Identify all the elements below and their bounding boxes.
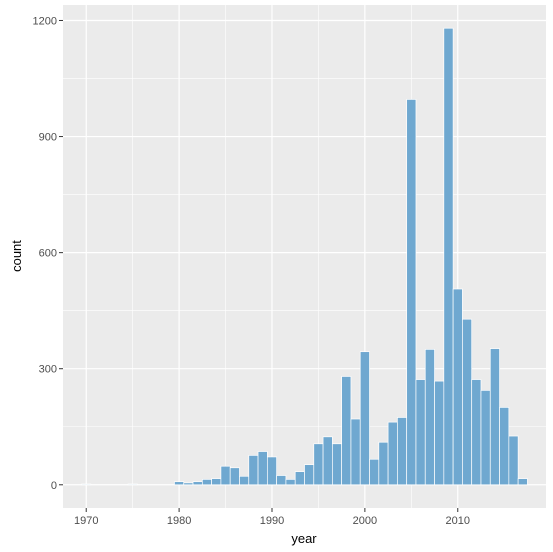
x-axis-title: year [291, 531, 317, 546]
bar-1985 [220, 465, 231, 486]
minor-gridlines [63, 5, 546, 508]
y-tick-label: 900 [39, 132, 57, 144]
bar-1980 [174, 481, 185, 486]
bar-2003 [387, 421, 398, 486]
y-tick-label: 0 [51, 480, 57, 492]
bar-2011 [462, 318, 473, 486]
bar-1991 [276, 475, 287, 486]
bar-1983 [201, 479, 212, 486]
bar-2007 [424, 349, 435, 486]
bar-1970 [81, 483, 92, 486]
bar-1993 [294, 471, 305, 486]
bar-1999 [350, 418, 361, 486]
bar-1987 [239, 475, 250, 486]
bar-1975 [127, 483, 138, 486]
bar-1982 [192, 481, 203, 486]
bar-2015 [499, 407, 510, 486]
y-tick-label: 600 [39, 248, 57, 260]
bar-2002 [378, 441, 389, 486]
bar-1988 [248, 455, 259, 486]
x-axis: 1970 1980 1990 2000 2010 [74, 508, 470, 527]
bar-1989 [257, 451, 268, 486]
bar-1981 [183, 482, 194, 486]
bar-1997 [332, 443, 343, 486]
bar-2001 [369, 458, 380, 486]
bar-2005 [406, 99, 417, 486]
bar-1990 [266, 456, 277, 486]
bar-2012 [471, 379, 482, 486]
bar-2000 [359, 351, 370, 486]
bar-1996 [322, 436, 333, 486]
x-tick-label: 1990 [260, 515, 284, 527]
bar-1992 [285, 479, 296, 486]
bar-2014 [489, 348, 500, 486]
bar-2013 [480, 390, 491, 486]
bar-2004 [397, 417, 408, 486]
bar-1994 [304, 464, 315, 486]
y-tick-label: 300 [39, 364, 57, 376]
y-tick-label: 1200 [33, 15, 57, 27]
bar-2008 [434, 380, 445, 486]
bar-1986 [229, 467, 240, 486]
bar-1998 [341, 376, 352, 486]
y-axis: 0 300 600 900 1200 [33, 15, 63, 492]
bar-2009 [443, 27, 454, 486]
bar-1984 [211, 478, 222, 486]
bars [81, 27, 528, 486]
x-tick-label: 2010 [446, 515, 470, 527]
bar-2006 [415, 379, 426, 486]
bar-2016 [508, 435, 519, 486]
x-tick-label: 1980 [167, 515, 191, 527]
y-axis-title: count [9, 240, 24, 272]
bar-1995 [313, 443, 324, 486]
x-tick-label: 1970 [74, 515, 98, 527]
bar-2010 [452, 288, 463, 486]
bar-2017 [517, 478, 528, 486]
x-tick-label: 2000 [353, 515, 377, 527]
